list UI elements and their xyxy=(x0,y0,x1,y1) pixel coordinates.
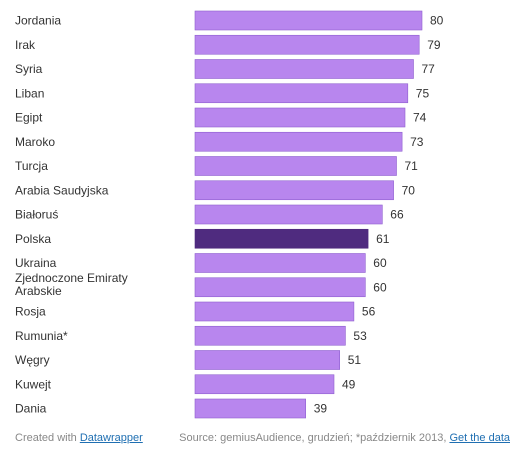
category-label: Kuwejt xyxy=(15,377,52,391)
bar-turcja xyxy=(194,156,397,176)
category-label: Arabia Saudyjska xyxy=(15,183,109,197)
value-label: 66 xyxy=(390,208,404,222)
value-label: 77 xyxy=(422,62,436,76)
datawrapper-link[interactable]: Datawrapper xyxy=(79,432,143,444)
bar-rumunia- xyxy=(194,325,346,346)
category-label: Maroko xyxy=(15,135,55,149)
category-label: Syria xyxy=(15,62,43,76)
value-label: 61 xyxy=(376,232,390,246)
category-label: Egipt xyxy=(15,111,43,125)
value-label: 80 xyxy=(430,14,444,28)
value-label: 49 xyxy=(342,377,356,391)
value-label: 60 xyxy=(373,256,387,270)
value-label: 71 xyxy=(405,159,419,173)
category-label: Irak xyxy=(15,38,36,52)
bar-rosja xyxy=(194,301,355,322)
category-label: Zjednoczone Emiraty Arabskie xyxy=(15,271,128,298)
bar-maroko xyxy=(194,131,403,152)
category-label: Jordania xyxy=(15,14,61,28)
value-label: 60 xyxy=(373,280,387,294)
footer-source: Source: gemiusAudience, grudzień; *paźdz… xyxy=(179,432,510,444)
footer-credit-prefix: Created with xyxy=(15,432,80,444)
bar-irak xyxy=(194,34,420,55)
value-label: 73 xyxy=(410,135,424,149)
value-label: 53 xyxy=(353,329,367,343)
category-label: Ukraina xyxy=(15,256,57,270)
bar-egipt xyxy=(194,107,406,128)
category-label: Polska xyxy=(15,232,51,246)
value-label: 51 xyxy=(348,353,362,367)
source-text: Source: gemiusAudience, grudzień; *paźdz… xyxy=(179,432,450,444)
category-label: Białoruś xyxy=(15,208,58,222)
bar-syria xyxy=(194,59,414,79)
bar-arabia-saudyjska xyxy=(194,180,394,201)
bar-jordania xyxy=(194,10,423,31)
value-label: 75 xyxy=(416,86,430,100)
footer-credit: Created with Datawrapper xyxy=(15,432,143,444)
value-label: 74 xyxy=(413,111,427,125)
category-label: Rosja xyxy=(15,305,46,319)
category-label: Dania xyxy=(15,402,47,416)
value-label: 39 xyxy=(314,402,328,416)
value-label: 79 xyxy=(427,38,441,52)
category-label: Węgry xyxy=(15,353,50,367)
bar-polska xyxy=(194,228,369,249)
category-label: Rumunia* xyxy=(15,329,68,343)
category-label: Liban xyxy=(15,86,44,100)
bar-białoruś xyxy=(194,204,383,225)
value-label: 56 xyxy=(362,305,376,319)
bar-węgry xyxy=(194,350,340,370)
category-label: Turcja xyxy=(15,159,48,173)
bar-ukraina xyxy=(194,253,366,273)
bar-dania xyxy=(194,398,306,419)
value-label: 70 xyxy=(402,183,416,197)
chart-footer: Created with Datawrapper Source: gemiusA… xyxy=(15,432,510,446)
bar-liban xyxy=(194,83,409,104)
bar-kuwejt xyxy=(194,374,335,395)
bar-zjednoczone-emiraty-arabskie xyxy=(194,277,366,298)
get-the-data-link[interactable]: Get the data xyxy=(449,432,510,444)
